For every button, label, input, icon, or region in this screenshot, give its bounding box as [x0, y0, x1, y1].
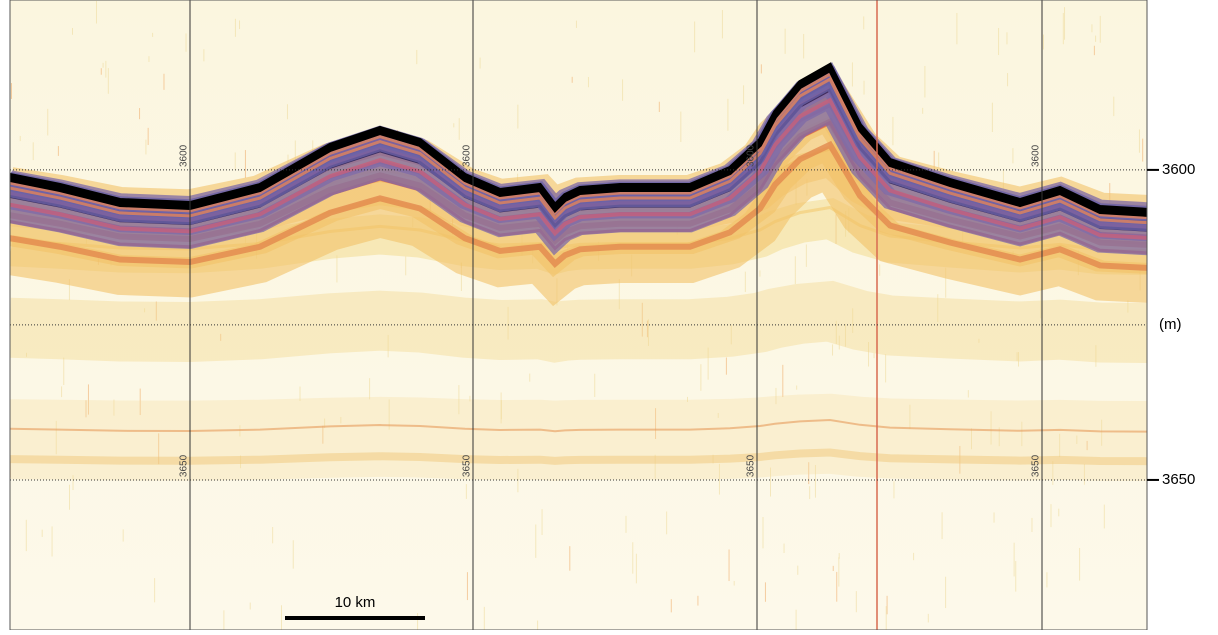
reflector: [10, 72, 1147, 220]
column-label: 3600: [462, 144, 473, 167]
column-label: 3650: [1031, 454, 1042, 477]
reflector: [10, 71, 1147, 225]
reflector-layers: [10, 0, 1147, 630]
reflector: [10, 393, 1147, 481]
plot-background: [10, 0, 1147, 630]
column-label: 3600: [746, 144, 757, 167]
reflector: [10, 448, 1147, 466]
reflector: [10, 112, 1147, 278]
column-label: 3650: [179, 454, 190, 477]
reflector: [10, 141, 1147, 307]
column-label: 3650: [746, 454, 757, 477]
reflector: [10, 77, 1147, 232]
column-label: 3600: [179, 144, 190, 167]
reflector: [10, 280, 1147, 363]
column-label: 3650: [462, 454, 473, 477]
y-tick-label: 3650: [1162, 471, 1195, 488]
reflector: [10, 97, 1147, 240]
reflector: [10, 140, 1147, 271]
reflector: [10, 98, 1147, 256]
reflector: [10, 84, 1147, 242]
grid: 3600 3650 3600 3650 3600 3650 3600 3650: [10, 0, 1147, 630]
reflector: [10, 77, 1147, 225]
y-tick-label: 3600: [1162, 161, 1195, 178]
scale-bar-label: 10 km: [335, 594, 376, 611]
column-label: 3600: [1031, 144, 1042, 167]
axis-label: (m): [1159, 316, 1182, 333]
reflector: [10, 418, 1147, 433]
